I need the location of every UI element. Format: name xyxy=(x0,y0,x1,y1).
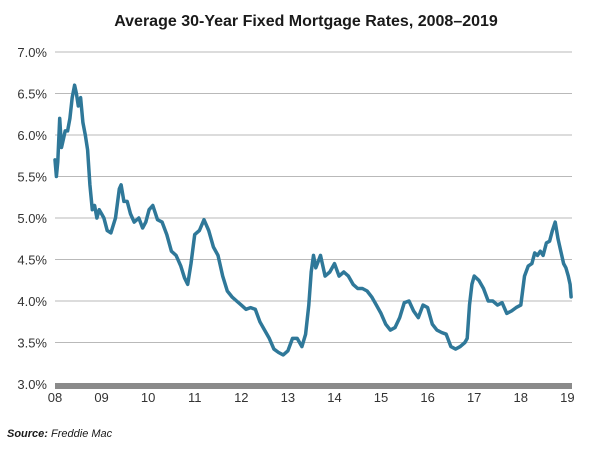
y-tick-label: 4.5% xyxy=(17,253,47,268)
series-layer xyxy=(53,83,573,357)
y-axis-tick-labels: 3.0% 3.5% 4.0% 4.5% 5.0% 5.5% 6.0% 6.5% 7.0% xyxy=(17,45,47,392)
y-tick-label: 5.0% xyxy=(17,211,47,226)
x-tick-label: 17 xyxy=(467,390,481,405)
y-tick-label: 5.5% xyxy=(17,170,47,185)
y-tick-label: 6.5% xyxy=(17,87,47,102)
series-line-mortgage-rate xyxy=(53,83,573,357)
source-note: Source: Freddie Mac xyxy=(7,428,112,440)
y-tick-label: 3.5% xyxy=(17,336,47,351)
x-tick-label: 18 xyxy=(514,390,528,405)
x-tick-label: 10 xyxy=(141,390,155,405)
y-tick-label: 3.0% xyxy=(17,377,47,392)
source-label: Source: xyxy=(7,428,48,440)
x-tick-label: 16 xyxy=(420,390,434,405)
gridlines xyxy=(55,51,572,343)
x-tick-label: 13 xyxy=(281,390,295,405)
x-axis-line xyxy=(55,383,572,389)
chart-title: Average 30-Year Fixed Mortgage Rates, 20… xyxy=(114,13,498,30)
source-text: Freddie Mac xyxy=(47,428,113,440)
x-tick-label: 19 xyxy=(560,390,574,405)
x-tick-label: 14 xyxy=(327,390,341,405)
y-tick-label: 4.0% xyxy=(17,294,47,309)
x-tick-label: 12 xyxy=(234,390,248,405)
x-tick-label: 09 xyxy=(94,390,108,405)
x-tick-label: 08 xyxy=(48,390,62,405)
y-tick-label: 7.0% xyxy=(17,45,47,60)
x-tick-label: 15 xyxy=(374,390,388,405)
x-tick-label: 11 xyxy=(188,390,202,405)
x-axis-tick-labels: 08 09 10 11 12 13 14 15 16 17 18 19 xyxy=(48,390,575,405)
y-tick-label: 6.0% xyxy=(17,128,47,143)
